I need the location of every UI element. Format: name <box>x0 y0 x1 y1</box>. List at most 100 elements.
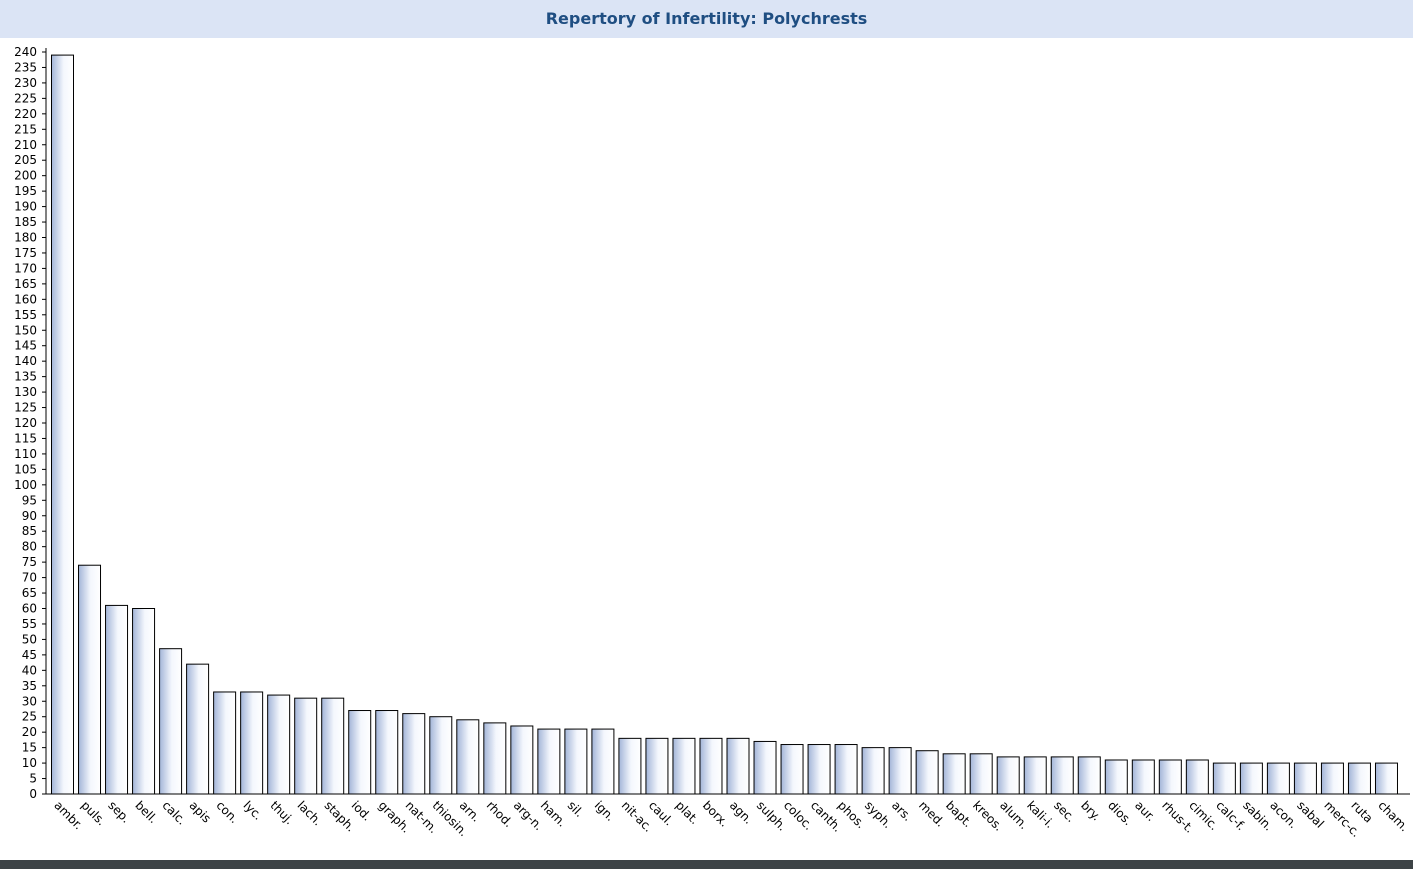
y-tick-label: 215 <box>14 122 37 136</box>
chart-plot: 0510152025303540455055606570758085909510… <box>14 45 1411 840</box>
x-tick-label: rhod. <box>484 798 516 830</box>
bar-sil <box>564 728 588 795</box>
y-tick-label: 145 <box>14 339 37 353</box>
bar-med <box>915 750 939 795</box>
x-tick-label: syph. <box>862 798 895 831</box>
x-tick-label: agn. <box>727 798 756 827</box>
bar-acon <box>1266 762 1290 795</box>
chart-title: Repertory of Infertility: Polychrests <box>545 9 868 28</box>
bar-kali-i <box>1023 756 1047 795</box>
bar-bry <box>1077 756 1101 795</box>
y-tick-label: 205 <box>14 153 37 167</box>
y-tick-label: 70 <box>22 571 37 585</box>
x-tick-label: apis <box>186 798 213 825</box>
y-tick-label: 175 <box>14 246 37 260</box>
x-tick-label: sep. <box>105 798 133 826</box>
bar-syph <box>861 747 885 795</box>
bar-rhod <box>483 722 507 795</box>
bar-cham <box>1374 762 1398 795</box>
x-tick-label: calc-f. <box>1213 798 1248 833</box>
y-tick-label: 95 <box>22 493 37 507</box>
bar-arg-n <box>510 725 534 795</box>
y-tick-label: 0 <box>29 787 37 801</box>
x-tick-label: arg-n. <box>511 798 546 833</box>
bar-ham <box>537 728 561 795</box>
bar-bapt <box>942 753 966 795</box>
bar-arn <box>456 719 480 795</box>
y-tick-label: 235 <box>14 60 37 74</box>
bar-staph <box>321 697 345 795</box>
bar-sep <box>105 604 129 795</box>
y-tick-label: 15 <box>22 741 37 755</box>
bar-ign <box>591 728 615 795</box>
y-tick-label: 210 <box>14 138 37 152</box>
x-tick-label: lach. <box>295 798 325 828</box>
y-tick-label: 225 <box>14 91 37 105</box>
x-tick-label: borx. <box>700 798 731 829</box>
bar-apis <box>186 663 210 795</box>
x-tick-label: ign. <box>592 798 618 824</box>
y-tick-label: 115 <box>14 431 37 445</box>
bar-sabin <box>1239 762 1263 795</box>
y-tick-label: 220 <box>14 107 37 121</box>
y-tick-label: 10 <box>22 756 37 770</box>
y-tick-label: 125 <box>14 401 37 415</box>
bar-graph <box>375 710 399 795</box>
y-tick-label: 135 <box>14 370 37 384</box>
bar-ruta <box>1347 762 1371 795</box>
bar-kreos <box>969 753 993 795</box>
bar-puls <box>78 564 102 795</box>
y-tick-label: 25 <box>22 710 37 724</box>
bar-agn <box>726 737 750 795</box>
x-tick-label: plat. <box>673 798 702 827</box>
bar-ambr <box>51 54 74 795</box>
y-tick-label: 140 <box>14 354 37 368</box>
window-bottom-border <box>0 860 1413 869</box>
bar-lach <box>294 697 318 795</box>
x-tick-label: kali-i. <box>1024 798 1057 831</box>
x-tick-label: ambr. <box>51 798 85 832</box>
y-tick-label: 20 <box>22 725 37 739</box>
y-axis: 0510152025303540455055606570758085909510… <box>14 45 47 801</box>
bar-iod <box>348 710 372 795</box>
y-tick-label: 30 <box>22 694 37 708</box>
bar-sulph <box>753 740 777 795</box>
bar-nit-ac <box>618 737 642 795</box>
y-tick-label: 60 <box>22 602 37 616</box>
bar-thiosin <box>429 716 453 795</box>
x-tick-label: aur. <box>1132 798 1158 824</box>
bar-calc-f <box>1212 762 1236 795</box>
bar-thuj <box>267 694 291 795</box>
y-tick-label: 110 <box>14 447 37 461</box>
bar-calc <box>159 648 183 795</box>
bar-aur <box>1131 759 1155 795</box>
y-tick-label: 130 <box>14 385 37 399</box>
bar-caul <box>645 737 669 795</box>
x-tick-label: bry. <box>1078 798 1103 823</box>
y-tick-label: 100 <box>14 478 37 492</box>
y-tick-label: 190 <box>14 200 37 214</box>
y-tick-label: 195 <box>14 184 37 198</box>
y-tick-label: 155 <box>14 308 37 322</box>
x-tick-label: bapt. <box>943 798 975 830</box>
x-tick-label: bell. <box>132 798 160 826</box>
bar-borx <box>699 737 723 795</box>
x-tick-label: coloc. <box>781 798 816 833</box>
x-tick-label: cham. <box>1375 798 1411 834</box>
y-tick-label: 90 <box>22 509 37 523</box>
y-tick-label: 230 <box>14 76 37 90</box>
bar-nat-m <box>402 713 426 795</box>
x-tick-label: med. <box>916 798 947 829</box>
bar-con <box>213 691 237 795</box>
y-tick-label: 5 <box>29 772 37 786</box>
y-tick-label: 150 <box>14 323 37 337</box>
x-tick-label: sabin. <box>1240 798 1275 833</box>
bar-plat <box>672 737 696 795</box>
y-tick-label: 120 <box>14 416 37 430</box>
bar-canth <box>807 744 831 795</box>
bar-alum <box>996 756 1020 795</box>
bars <box>51 54 1398 795</box>
y-tick-label: 45 <box>22 648 37 662</box>
bar-phos <box>834 744 858 795</box>
bar-bell <box>132 608 156 795</box>
